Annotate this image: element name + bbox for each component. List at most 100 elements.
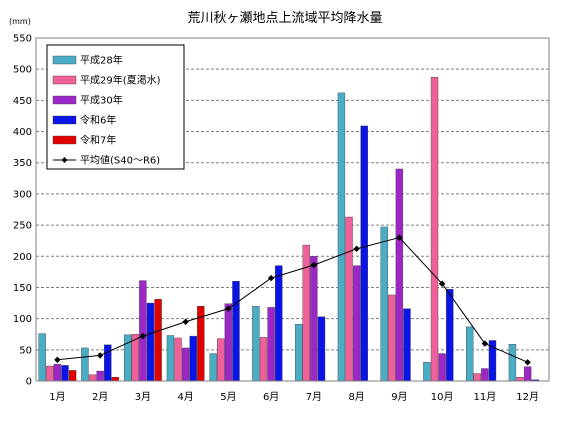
bar [209,353,217,382]
x-axis-ticks: 1月 2月 3月 4月 5月 6月 7月 8月 9月 10月 11月 12月 [49,391,539,403]
x-tick-label: 1月 [49,391,65,403]
bar [68,370,77,382]
bar [302,244,310,382]
y-tick-label: 200 [13,252,32,263]
x-tick-label: 3月 [135,391,151,403]
bar [252,305,260,382]
y-tick-label: 400 [13,127,32,138]
x-tick-label: 10月 [431,391,454,403]
x-tick-label: 5月 [220,391,236,403]
bar [111,377,120,382]
bar [516,377,524,382]
bar [81,347,89,382]
average-point [139,332,147,340]
bar [481,368,489,382]
average-point [267,274,275,282]
x-tick-label: 4月 [177,391,193,403]
bar [403,308,411,382]
legend-marker [61,157,68,163]
y-tick-label: 300 [13,189,32,200]
average-point [182,318,189,325]
legend-box [46,44,185,170]
bars [38,77,539,382]
legend-label: 平均値(S40～R6) [80,154,160,167]
legend-swatch [52,75,77,85]
legend-label: 令和6年 [80,114,116,127]
bar [446,289,454,382]
bar [473,373,481,382]
y-tick-label: 500 [13,65,32,76]
average-point [481,340,489,347]
x-tick-label: 12月 [516,391,539,403]
bar [380,226,388,382]
bar [139,280,147,382]
legend-label: 令和7年 [80,134,116,147]
y-tick-label: 0 [26,377,32,388]
legend-swatch [52,115,77,125]
bar [146,302,155,382]
x-tick-label: 11月 [474,391,497,403]
bar [189,335,197,382]
x-tick-label: 9月 [391,391,407,403]
y-tick-label: 250 [13,221,32,232]
legend-swatch [52,95,77,105]
bar [345,216,353,382]
bar [96,370,104,382]
legend-label: 平成30年 [80,94,123,107]
bar [360,125,368,382]
bar [131,334,139,382]
bar [61,365,69,382]
bar [232,281,240,382]
bar [259,337,268,382]
bar [53,363,62,382]
x-tick-label: 2月 [92,391,108,403]
plot-area-border [35,37,550,382]
y-axis-ticks: 0 50 100 150 200 250 300 350 400 450 500 550 [13,34,32,388]
bar [423,362,431,382]
y-tick-label: 100 [13,314,32,325]
average-line [54,234,531,366]
x-tick-label: 6月 [263,391,279,403]
legend-label: 平成29年(夏渇水) [80,74,161,87]
bar [88,374,97,382]
bar [294,324,303,382]
bar [317,316,326,382]
x-tick-label: 7月 [306,391,322,403]
bar [46,365,54,382]
bar [337,92,346,382]
y-axis-unit-label: (mm) [9,17,31,26]
bar [352,265,361,382]
average-line-path [57,237,528,363]
bar [395,168,404,382]
bar [181,347,190,382]
bar [465,326,474,382]
bar [154,299,162,382]
bar [104,344,112,382]
bar [275,265,283,382]
y-tick-label: 550 [13,34,32,45]
legend-swatch [52,135,77,145]
bar [430,77,439,382]
average-point [225,305,232,312]
average-point [353,245,360,252]
average-point [524,359,531,366]
chart-title: 荒川秋ヶ瀬地点上流域平均降水量 [187,11,382,26]
average-point [96,352,104,359]
legend-label: 平成28年 [80,54,123,67]
bar [310,256,318,382]
bar [174,337,182,382]
average-point [438,280,446,287]
y-tick-label: 450 [13,96,32,107]
average-point [310,261,318,269]
bar [224,303,233,382]
legend-swatch [52,55,77,65]
bar [388,294,396,382]
x-tick-label: 8月 [348,391,364,403]
bar [523,366,532,382]
bar [508,344,517,382]
y-tick-label: 150 [13,283,32,294]
y-tick-label: 350 [13,158,32,169]
bar [166,335,175,382]
bar [38,333,46,382]
